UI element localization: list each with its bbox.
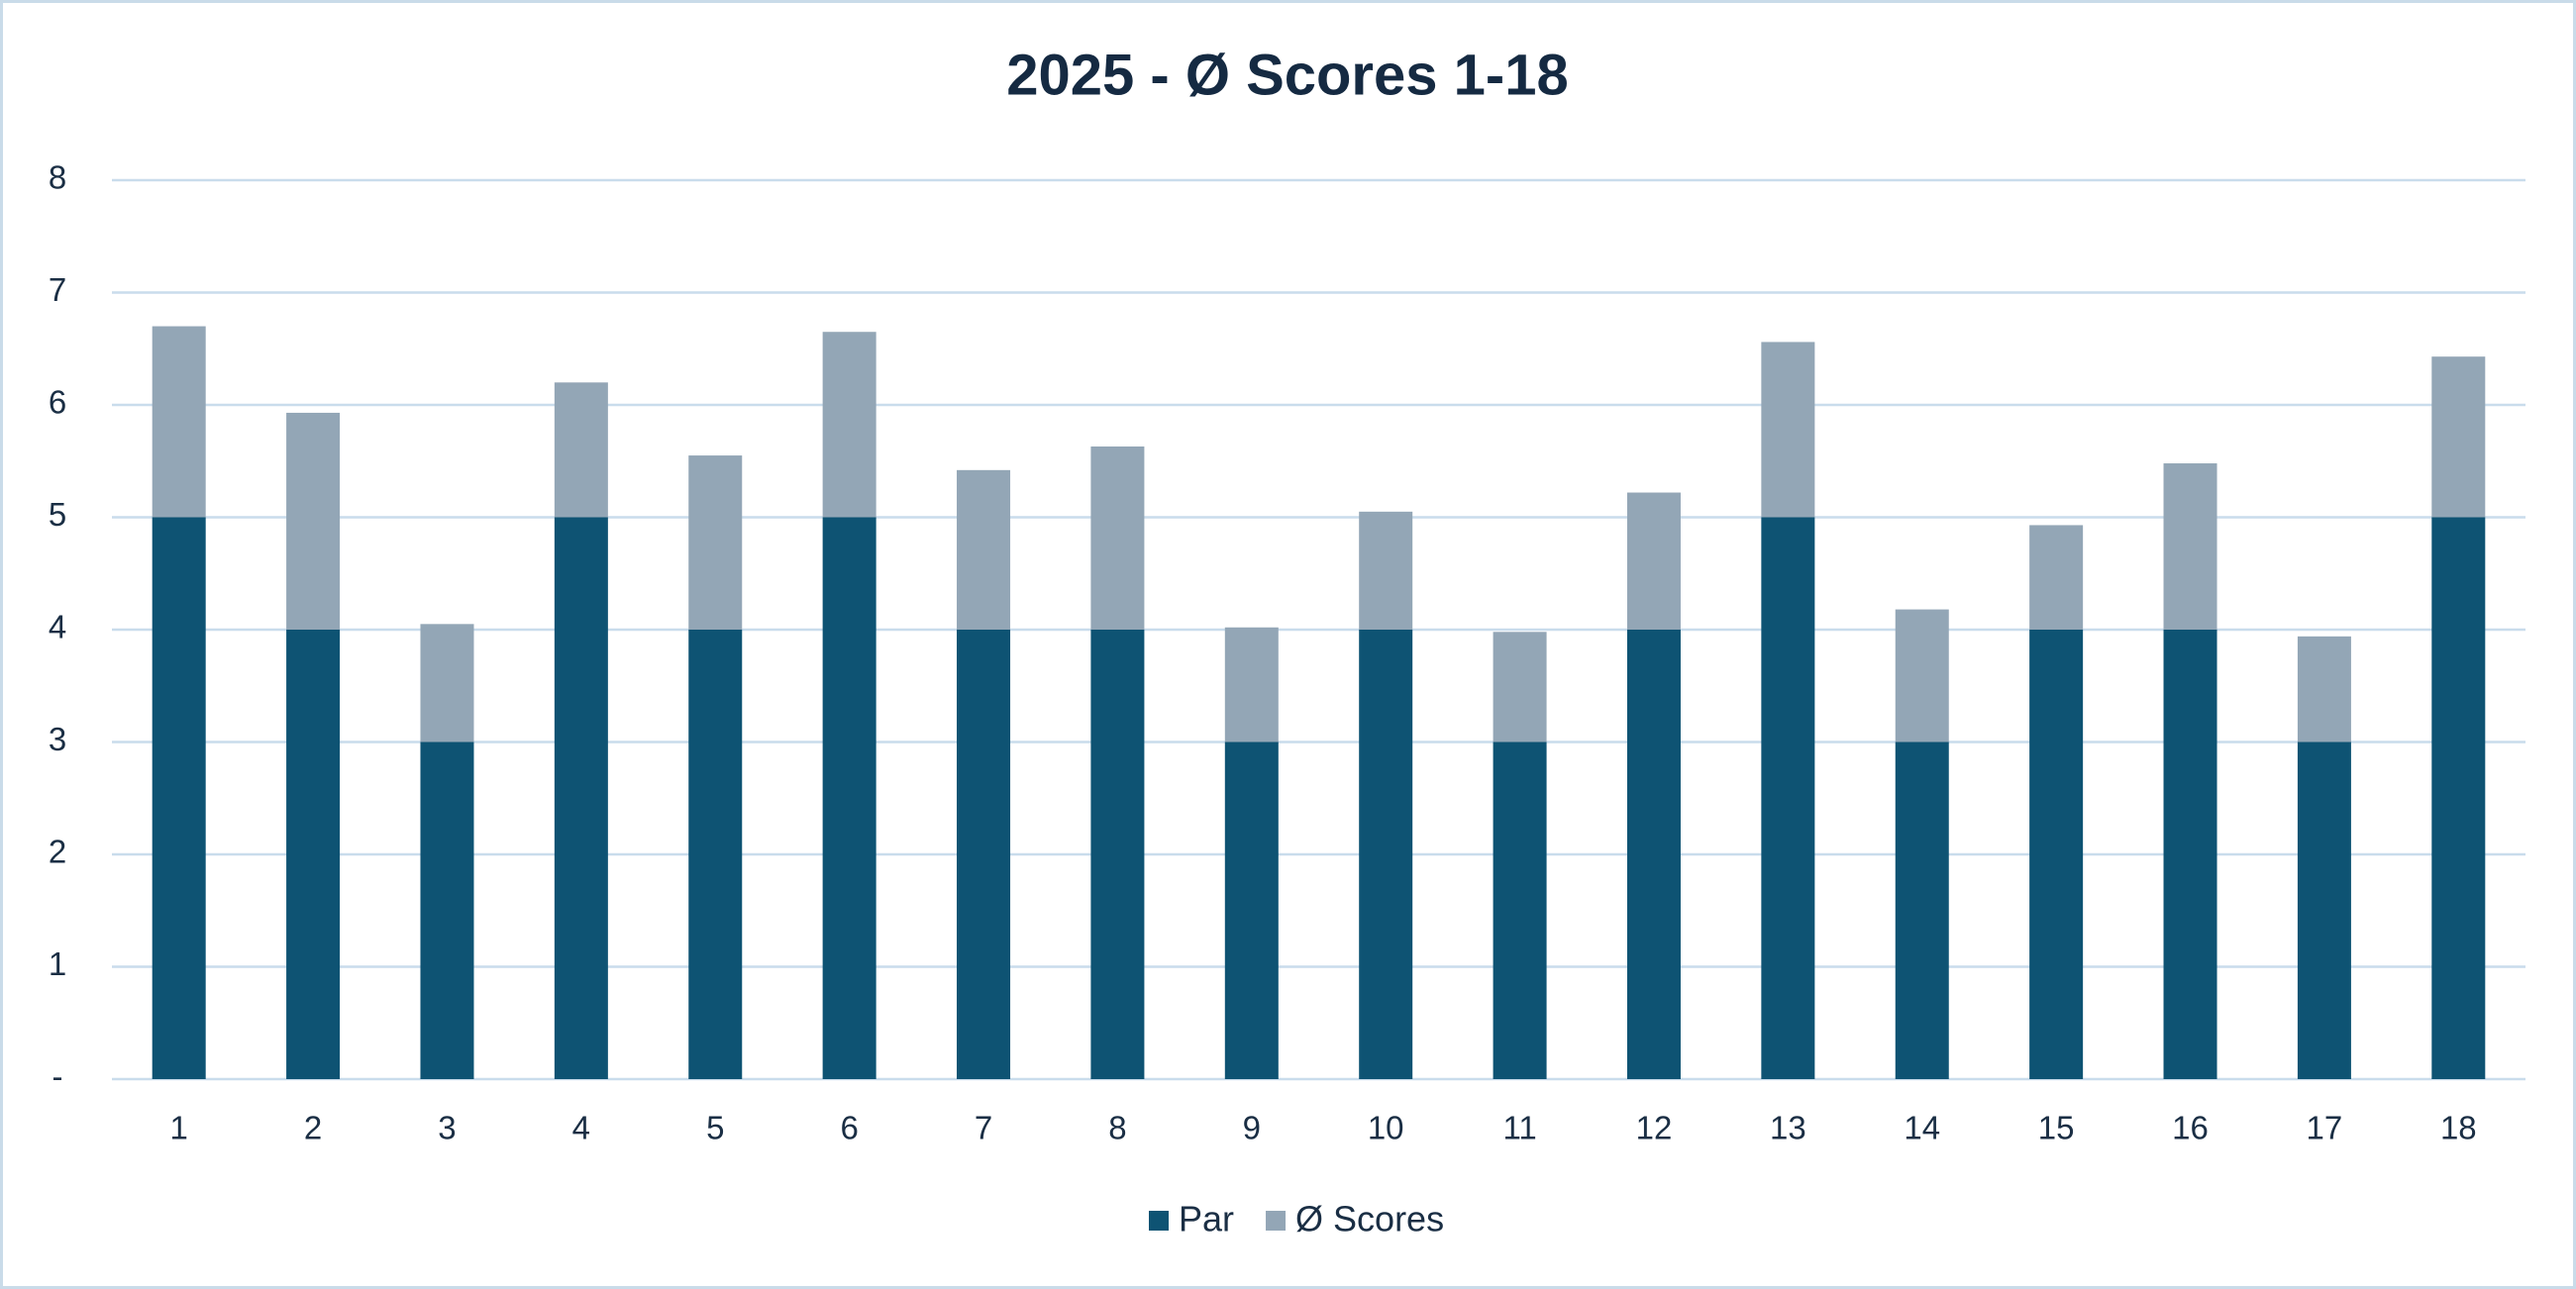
- bar-segment: [688, 455, 743, 630]
- x-tick-label: 16: [2172, 1110, 2209, 1146]
- x-tick-label: 8: [1108, 1110, 1126, 1146]
- y-tick-label: 7: [49, 271, 66, 308]
- bar-segment: [2163, 630, 2217, 1079]
- bar-segment: [554, 517, 608, 1079]
- x-tick-label: 12: [1636, 1110, 1673, 1146]
- y-tick-label: 1: [49, 945, 66, 982]
- x-tick-label: 7: [975, 1110, 992, 1146]
- bar-segment: [2431, 356, 2486, 518]
- legend-swatch: [1149, 1211, 1169, 1231]
- bar-segment: [1761, 342, 1815, 518]
- bar-segment: [2029, 525, 2084, 630]
- bar-segment: [2163, 463, 2217, 630]
- bar-segment: [286, 412, 341, 630]
- x-tick-label: 15: [2038, 1110, 2075, 1146]
- bar-segment: [1090, 630, 1145, 1079]
- bar-segment: [420, 742, 474, 1079]
- x-tick-label: 14: [1904, 1110, 1940, 1146]
- bar-segment: [2297, 636, 2351, 743]
- x-tick-label: 9: [1243, 1110, 1261, 1146]
- x-tick-label: 13: [1770, 1110, 1806, 1146]
- bar-segment: [286, 630, 341, 1079]
- x-tick-label: 11: [1502, 1110, 1536, 1146]
- x-tick-label: 10: [1368, 1110, 1404, 1146]
- y-tick-label: -: [52, 1058, 63, 1095]
- bar-segment: [152, 326, 206, 518]
- bar-segment: [822, 517, 876, 1079]
- bar-segment: [152, 517, 206, 1079]
- x-tick-label: 5: [706, 1110, 724, 1146]
- bar-segment: [2029, 630, 2084, 1079]
- bar-segment: [1359, 511, 1413, 630]
- bar-segment: [1493, 632, 1547, 743]
- x-tick-label: 18: [2440, 1110, 2477, 1146]
- bar-segment: [1359, 630, 1413, 1079]
- bar-segment: [1090, 446, 1145, 630]
- x-tick-label: 1: [170, 1110, 188, 1146]
- y-tick-label: 5: [49, 496, 66, 533]
- y-tick-label: 3: [49, 721, 66, 757]
- chart-title: 2025 - Ø Scores 1-18: [1006, 43, 1568, 107]
- legend-label: Par: [1179, 1199, 1234, 1239]
- x-tick-label: 6: [840, 1110, 858, 1146]
- bar-segment: [1626, 630, 1681, 1079]
- y-tick-label: 2: [49, 834, 66, 870]
- y-tick-label: 8: [49, 159, 66, 196]
- bar-segment: [1493, 742, 1547, 1079]
- y-tick-label: 4: [49, 609, 66, 645]
- bar-segment: [420, 624, 474, 743]
- bar-segment: [2431, 517, 2486, 1079]
- x-tick-label: 3: [438, 1110, 456, 1146]
- bar-segment: [554, 382, 608, 518]
- bar-segment: [822, 332, 876, 518]
- bar-segment: [1895, 742, 1949, 1079]
- bar-segment: [957, 630, 1011, 1079]
- bar-segment: [1224, 742, 1279, 1079]
- legend-swatch: [1266, 1211, 1287, 1231]
- x-tick-label: 17: [2307, 1110, 2343, 1146]
- x-tick-label: 2: [304, 1110, 322, 1146]
- bar-segment: [957, 469, 1011, 630]
- x-tick-label: 4: [572, 1110, 590, 1146]
- bar-segment: [2297, 742, 2351, 1079]
- bar-segment: [1224, 627, 1279, 743]
- bar-segment: [1895, 609, 1949, 743]
- bar-segment: [1626, 492, 1681, 630]
- bar-segment: [1761, 517, 1815, 1079]
- legend-label: Ø Scores: [1295, 1199, 1444, 1239]
- y-tick-label: 6: [49, 384, 66, 421]
- bar-segment: [688, 630, 743, 1079]
